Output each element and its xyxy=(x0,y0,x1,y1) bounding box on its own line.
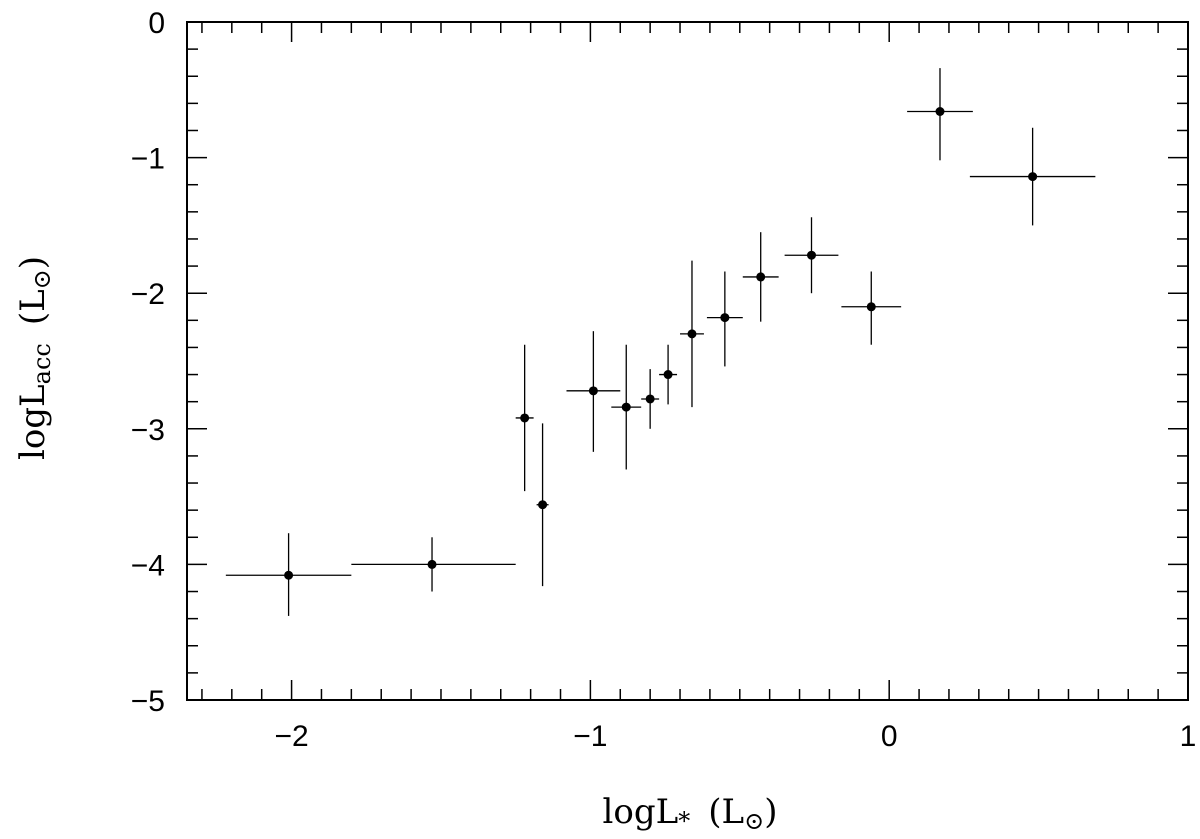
x-axis-label-unit-sub: ⊙ xyxy=(744,807,764,835)
data-point xyxy=(520,413,530,423)
error-bars xyxy=(225,68,1096,616)
y-tick-label: −2 xyxy=(131,278,165,311)
y-axis-label: logLacc (L⊙) xyxy=(13,256,56,460)
data-point xyxy=(427,559,437,569)
x-tick-label: 0 xyxy=(881,720,898,753)
y-tick-label: −5 xyxy=(131,685,165,718)
y-tick-label: −3 xyxy=(131,414,165,447)
x-tick-label: 1 xyxy=(1180,720,1197,753)
data-point xyxy=(935,106,945,116)
y-tick-label: 0 xyxy=(148,7,165,40)
data-point xyxy=(645,394,655,404)
data-point xyxy=(687,329,697,339)
x-axis-label-unit: (L xyxy=(708,792,744,832)
y-tick-label: −4 xyxy=(131,549,165,582)
x-axis-label: logL* (L⊙) xyxy=(603,792,778,835)
data-point xyxy=(538,500,548,510)
axis-ticks xyxy=(187,21,1189,701)
data-point xyxy=(663,370,673,380)
data-point xyxy=(588,386,598,396)
data-point xyxy=(720,313,730,323)
y-axis-label-unit: (L xyxy=(13,289,53,325)
plot-frame xyxy=(186,21,1189,701)
y-axis-label-sub: acc xyxy=(28,343,56,384)
data-point xyxy=(621,402,631,412)
data-point xyxy=(284,570,294,580)
x-axis-label-sub: * xyxy=(678,807,690,835)
y-axis-label-unit-sub: ⊙ xyxy=(28,269,56,289)
y-tick-label: −1 xyxy=(131,143,165,176)
x-axis-label-main: logL xyxy=(603,792,679,832)
tick-labels: −2 −1 0 1 0 −1 −2 −3 −4 −5 xyxy=(131,7,1197,753)
data-points xyxy=(284,106,1038,580)
data-point xyxy=(1028,172,1038,182)
data-point xyxy=(866,302,876,312)
y-axis-label-close: ) xyxy=(13,256,53,269)
data-point xyxy=(807,250,817,260)
x-tick-label: −2 xyxy=(274,720,308,753)
x-tick-label: −1 xyxy=(573,720,607,753)
data-point xyxy=(756,272,766,282)
y-axis-label-main: logL xyxy=(13,384,53,460)
x-axis-label-close: ) xyxy=(764,792,777,832)
